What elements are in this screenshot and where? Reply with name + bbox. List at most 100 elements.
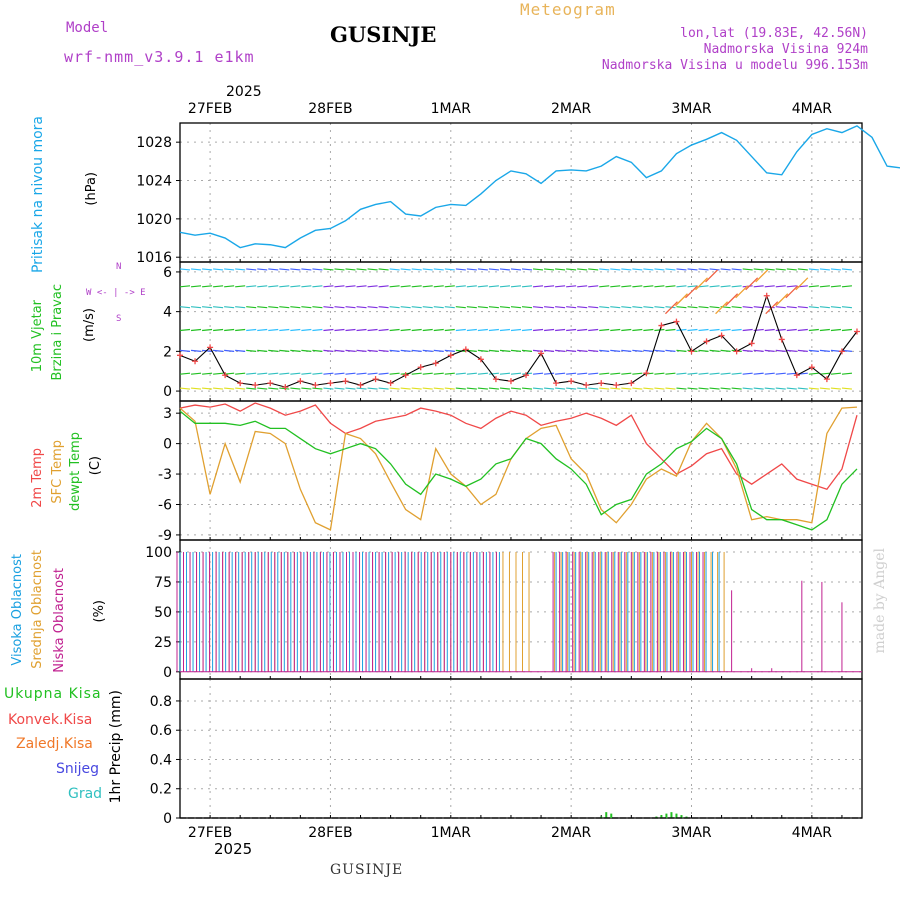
wind-vector [213,387,224,390]
x-tick-label-bottom: 28FEB [308,825,352,841]
model-altitude-text: Nadmorska Visina u modelu 996.153m [601,58,868,73]
wind-speed-marker [523,372,530,379]
wind-vector [179,328,191,332]
wind-vector [235,328,246,332]
wind-vector [246,328,257,332]
wind-vector [235,268,246,271]
wind-speed-marker [628,380,635,387]
wind-vector [632,372,643,375]
y-tick-label: -9 [158,528,172,544]
wind-vector [235,349,246,352]
wind-vector [356,306,367,309]
model-name: wrf-nmm_v3.9.1 e1km [64,48,255,66]
wind-vector [345,328,356,332]
wind-vector [764,285,775,288]
wind-vector [202,372,213,375]
wind-vector [224,268,235,271]
wind-vector [830,387,841,390]
temp2m-ylabel: 2m Temp [30,448,45,508]
wind-vector [444,387,455,390]
wind-vector [775,328,786,332]
pressure-unit: (hPa) [84,172,99,206]
wind-vector [334,285,345,288]
wind-speed-marker [342,378,349,385]
y-tick-label: 0 [163,811,172,827]
wind-vector [555,372,566,375]
y-tick-label: 0.6 [150,723,172,739]
wind-vector [797,268,808,271]
wind-compass: N W <- | -> E S [84,262,154,324]
dewpt-line [179,410,858,531]
dewpt-ylabel: dewpt Temp [68,432,83,512]
wind-vector [687,285,698,288]
wind-vector [389,328,400,332]
wind-vector [665,306,676,309]
wind-vector [268,268,279,271]
wind-speed-marker [297,378,304,385]
wind-vector [665,328,676,332]
wind-speed-marker [402,372,409,379]
wind-vector [433,387,444,390]
wind-vector [202,387,213,390]
wind-vector [422,387,433,390]
wind-vector [444,285,455,288]
x-tick-label-top: 27FEB [188,101,232,117]
wind-vector [301,349,312,352]
wind-vector [632,328,643,332]
wind-vector [654,349,665,352]
wind-vector [367,306,378,309]
panel-frame-pressure [179,122,863,263]
wind-vector [720,349,731,352]
wind-vector [654,372,665,375]
wind-vector [720,285,731,288]
wind-vector [257,372,268,375]
wind-vector [389,372,400,375]
wind-vector [544,306,555,309]
wind-vector [202,268,213,271]
wind-vector [621,387,632,390]
wind-vector-strong [725,293,739,307]
wind-vector [356,372,367,375]
wind-vector [566,306,577,309]
year-label-bottom: 2025 [214,840,253,858]
wind-vector [720,372,731,375]
legend-total-rain: Ukupna Kisa [4,686,102,702]
wind-vector [499,372,511,375]
wind-speed-marker [583,382,590,389]
wind-vector [687,306,698,309]
wind-vector [544,349,555,352]
wind-vector [731,285,742,288]
wind-vector [367,387,378,390]
wind-vector [488,372,499,375]
wind-speed-marker [823,376,830,383]
wind-vector [246,349,257,352]
model-label: Model [66,20,109,36]
wind-vector [323,268,334,271]
wind-vector [764,349,775,352]
wind-vector [643,285,654,288]
wind-vector [775,285,786,288]
precip-bar [680,815,683,818]
wind-speed-marker [327,380,334,387]
wind-vector [775,268,786,271]
wind-vector [698,328,709,332]
wind-vector [400,306,411,309]
wind-vector [433,328,444,332]
wind-vector [246,268,257,271]
wind-vector-strong [795,277,809,291]
wind-vector [246,372,257,375]
wind-vector [345,306,356,309]
wind-speed-marker [207,344,214,351]
legend-snow: Snijeg [56,761,100,777]
precip-bar [675,813,678,818]
wind-vector [610,349,621,352]
precip-bar [685,816,688,818]
wind-vector [577,328,588,332]
wind-vector [246,285,257,288]
location-text: lon,lat (19.83E, 42.56N) [680,26,868,41]
wind-vector [179,306,191,309]
wind-vector [444,372,455,375]
wind-speed-marker [357,382,364,389]
wind-vector [709,372,720,375]
wind-vector [676,328,687,332]
